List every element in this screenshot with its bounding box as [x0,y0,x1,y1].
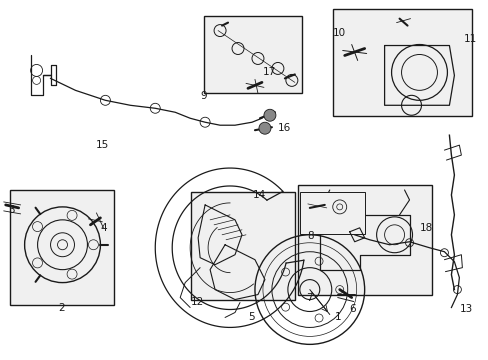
Bar [297,185,431,294]
Text: 14: 14 [252,190,265,200]
Text: 15: 15 [95,140,108,150]
Text: 16: 16 [277,123,290,133]
Text: 1: 1 [334,312,341,323]
Text: 17: 17 [263,67,276,77]
Text: 11: 11 [463,33,476,44]
Text: 3: 3 [8,205,14,215]
Text: 13: 13 [458,305,472,315]
Bar [299,192,364,234]
Circle shape [259,122,270,134]
Text: 2: 2 [59,302,65,312]
Text: 9: 9 [200,91,206,101]
Text: 7: 7 [305,293,312,302]
Bar [203,15,301,93]
Text: 12: 12 [191,297,204,306]
Text: 8: 8 [306,231,313,241]
Text: 5: 5 [247,312,254,323]
Circle shape [264,109,275,121]
Text: 4: 4 [100,223,107,233]
Text: 6: 6 [349,305,356,315]
Bar [332,9,471,116]
Bar [191,192,294,300]
Text: 10: 10 [332,28,345,37]
Bar [10,190,114,305]
Text: 18: 18 [419,223,432,233]
